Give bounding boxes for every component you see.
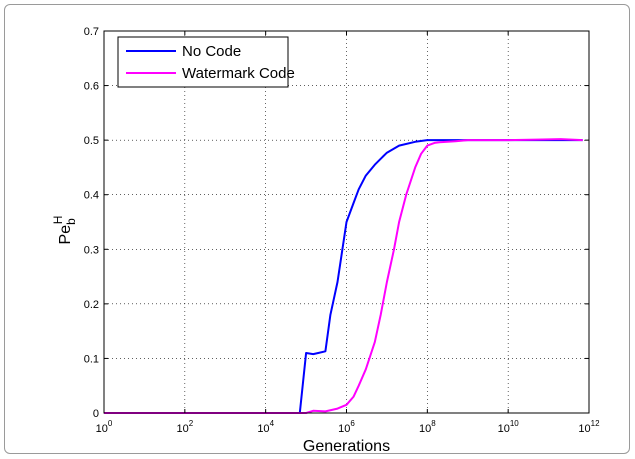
x-tick-label-base: 10 [419, 423, 431, 435]
x-tick-label: 106 [338, 419, 355, 435]
y-tick-label: 0.3 [84, 244, 99, 256]
x-tick-label: 1010 [498, 419, 520, 435]
x-tick-label-base: 10 [176, 423, 188, 435]
x-tick-label: 1012 [578, 419, 600, 435]
series-lines [104, 138, 583, 414]
legend-box [117, 36, 289, 88]
x-tick-label: 104 [257, 419, 274, 435]
legend-label-no-code: No Code [182, 43, 241, 60]
y-tick-label: 0.2 [84, 299, 99, 311]
x-tick-label-exponent: 4 [270, 419, 275, 428]
x-tick-label: 100 [96, 419, 113, 435]
x-tick-label: 108 [419, 419, 436, 435]
x-tick-label-base: 10 [257, 423, 269, 435]
legend: No Code Watermark Code [117, 36, 295, 88]
x-tick-label-base: 10 [498, 423, 510, 435]
x-tick-label-exponent: 2 [189, 419, 194, 428]
figure-frame [4, 4, 630, 454]
series-line-no-code [104, 139, 583, 414]
x-tick-label-base: 10 [338, 423, 350, 435]
y-tick-label: 0.4 [84, 190, 99, 202]
x-tick-label-exponent: 12 [591, 419, 600, 428]
y-tick-label: 0.6 [84, 81, 99, 93]
axis-ticks: 100 102 104 106 108 1010 101200.10.20.30.40.50… [84, 26, 600, 435]
x-tick-label-exponent: 8 [431, 419, 436, 428]
series-line-watermark-code [104, 138, 583, 414]
y-tick-label: 0.7 [84, 26, 99, 38]
x-tick-label-exponent: 6 [350, 419, 355, 428]
legend-label-watermark-code: Watermark Code [182, 65, 295, 82]
y-tick-label: 0 [93, 408, 99, 420]
x-tick-label-base: 10 [96, 423, 108, 435]
x-tick-label-exponent: 0 [108, 419, 113, 428]
x-tick-label-exponent: 10 [510, 419, 519, 428]
y-axis-label-sup: H [51, 216, 65, 225]
y-axis-label: PebH [51, 216, 78, 245]
y-axis-label-base: Pe [57, 225, 74, 245]
x-tick-label-base: 10 [578, 423, 590, 435]
y-axis-label-sub: b [64, 218, 78, 225]
y-tick-label: 0.1 [84, 353, 99, 365]
x-axis-label: Generations [303, 438, 390, 455]
y-tick-label: 0.5 [84, 135, 99, 147]
x-tick-label: 102 [176, 419, 193, 435]
